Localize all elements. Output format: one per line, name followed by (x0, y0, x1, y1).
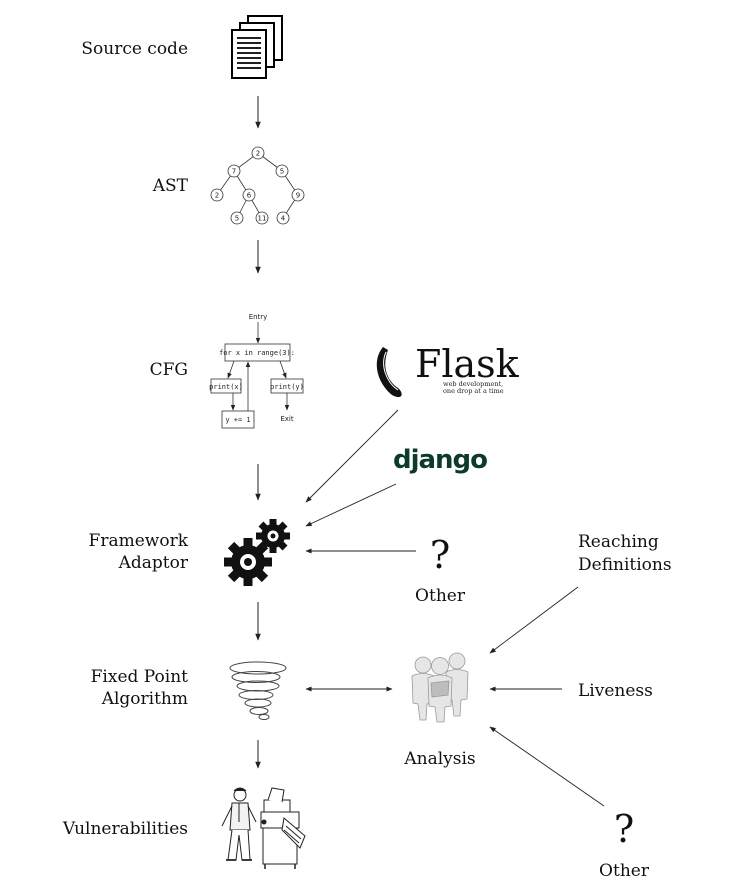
flask-tagline-line1: web development, (443, 380, 503, 388)
arrow-other-to-analysis (489, 726, 605, 807)
cfg-loop-text: for x in range(3): (219, 349, 295, 357)
svg-text:9: 9 (296, 192, 300, 200)
ast-node: 11 (255, 211, 269, 225)
ast-node: 6 (242, 188, 256, 202)
reaching-definitions-label-line2: Definitions (578, 555, 672, 575)
arrow-reaching-to-analysis (489, 586, 579, 654)
fixed-point-label-line2: Algorithm (101, 689, 188, 709)
analysis-label: Analysis (403, 749, 475, 769)
ast-node: 2 (251, 146, 265, 160)
svg-text:7: 7 (232, 168, 236, 176)
cfg-printy-text: print(y) (270, 383, 304, 391)
cfg-assign-text: y += 1 (225, 416, 250, 424)
source-code-label: Source code (81, 39, 188, 59)
arrow-flask-to-adaptor (305, 409, 399, 503)
fixed-point-label-line1: Fixed Point (91, 667, 189, 687)
spiral-icon (229, 661, 287, 720)
documents-icon (231, 15, 283, 79)
flask-tagline-line2: one drop at a time (443, 387, 504, 395)
framework-other-label: Other (415, 586, 466, 606)
svg-text:2: 2 (256, 150, 260, 158)
framework-arrows (305, 409, 416, 554)
svg-text:11: 11 (258, 215, 267, 223)
people-icon (411, 652, 469, 723)
cfg-label: CFG (150, 360, 188, 380)
cfg-printx-text: print(x) (209, 383, 243, 391)
ast-node: 5 (275, 164, 289, 178)
vulnerabilities-illustration-icon (221, 787, 306, 869)
flask-wordmark: Flask (415, 342, 520, 386)
ast-node: 5 (230, 211, 244, 225)
ast-node: 4 (276, 211, 290, 225)
svg-text:6: 6 (247, 192, 252, 200)
ast-node: 7 (227, 164, 241, 178)
analysis-other-label: Other (599, 861, 650, 881)
vulnerabilities-label: Vulnerabilities (62, 819, 188, 839)
svg-text:5: 5 (280, 168, 284, 176)
cfg-exit-text: Exit (280, 415, 294, 423)
question-mark-icon: ? (430, 533, 450, 577)
svg-text:2: 2 (215, 192, 219, 200)
arrow-django-to-adaptor (305, 483, 397, 527)
reaching-definitions-label-line1: Reaching (578, 532, 659, 552)
framework-adaptor-label-line1: Framework (89, 531, 189, 551)
analysis-arrows (489, 586, 605, 807)
liveness-label: Liveness (578, 681, 653, 701)
question-mark-icon: ? (614, 807, 634, 851)
ast-nodes: 2 7 5 2 6 9 5 11 4 (210, 146, 305, 225)
svg-text:5: 5 (235, 215, 239, 223)
ast-tree-icon (216, 152, 299, 219)
cfg-graph-icon: Entry for x in range(3): print(x) print(… (209, 313, 304, 429)
framework-adaptor-label-line2: Adaptor (118, 553, 189, 573)
ast-node: 9 (291, 188, 305, 202)
svg-text:4: 4 (281, 215, 286, 223)
ast-node: 2 (210, 188, 224, 202)
ast-label: AST (152, 176, 189, 196)
cfg-entry-text: Entry (249, 313, 268, 321)
gears-icon (224, 519, 290, 586)
django-logo: django (393, 445, 487, 475)
flask-logo: Flask web development, one drop at a tim… (376, 342, 520, 398)
